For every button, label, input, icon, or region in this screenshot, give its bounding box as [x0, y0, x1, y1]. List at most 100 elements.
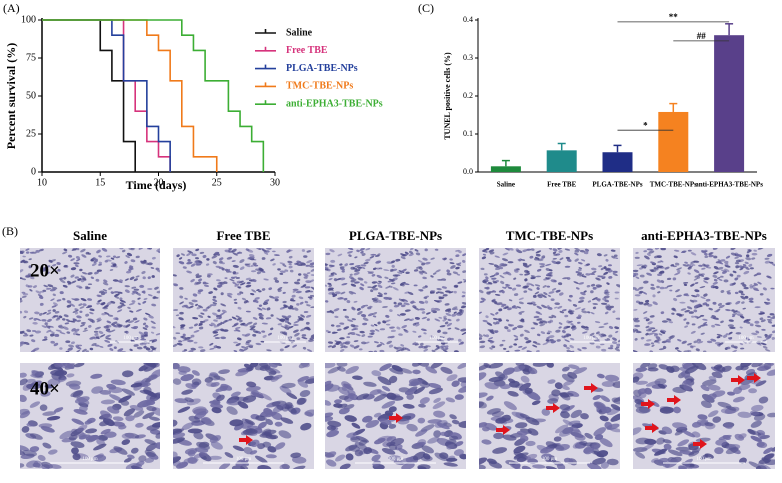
nucleus — [714, 285, 719, 289]
nucleus — [514, 338, 519, 341]
nucleus — [401, 325, 408, 329]
nucleus — [101, 248, 108, 252]
nucleus — [536, 318, 543, 321]
nucleus — [87, 298, 93, 301]
nucleus — [713, 271, 719, 275]
nucleus — [114, 295, 120, 299]
nucleus — [377, 321, 381, 325]
nucleus — [135, 255, 140, 259]
nucleus — [367, 313, 374, 317]
nucleus — [250, 264, 256, 267]
nucleus — [143, 334, 148, 337]
nucleus — [330, 324, 335, 327]
nucleus — [734, 345, 738, 349]
nucleus — [45, 271, 50, 275]
nucleus — [517, 259, 521, 262]
nucleus — [119, 351, 126, 352]
nucleus — [248, 254, 255, 257]
nucleus — [110, 257, 115, 260]
nucleus — [249, 328, 256, 331]
nucleus — [282, 281, 289, 284]
nucleus — [614, 297, 619, 300]
nucleus — [84, 327, 88, 330]
nucleus — [87, 283, 93, 286]
nucleus — [131, 300, 136, 303]
y-tick-label: 0.4 — [463, 15, 473, 24]
nucleus — [288, 265, 293, 269]
column-title: TMC-TBE-NPs — [506, 228, 593, 243]
nucleus — [146, 406, 157, 412]
nucleus — [635, 251, 639, 254]
nucleus — [304, 300, 309, 304]
nucleus — [124, 330, 128, 333]
nucleus — [607, 307, 611, 311]
nucleus — [213, 325, 220, 328]
nucleus — [563, 344, 567, 348]
nucleus — [213, 334, 219, 337]
nucleus — [106, 301, 113, 306]
nucleus — [601, 302, 608, 305]
nucleus — [306, 304, 311, 307]
nucleus — [505, 271, 512, 276]
nucleus — [581, 259, 586, 262]
nucleus — [581, 346, 587, 350]
nucleus — [733, 310, 738, 313]
nucleus — [488, 337, 494, 340]
nucleus — [671, 308, 677, 312]
nucleus — [495, 294, 501, 296]
nucleus — [427, 436, 440, 444]
nucleus — [286, 392, 298, 400]
nucleus — [503, 347, 507, 350]
nucleus — [228, 318, 233, 321]
nucleus — [683, 350, 690, 352]
nucleus — [308, 339, 314, 342]
nucleus — [730, 252, 737, 256]
nucleus — [71, 418, 85, 425]
nucleus — [766, 253, 773, 257]
nucleus — [690, 283, 695, 287]
nucleus — [547, 294, 551, 298]
nucleus — [651, 329, 658, 333]
nucleus — [354, 269, 361, 272]
nucleus — [404, 309, 411, 312]
nucleus — [437, 291, 445, 294]
nucleus — [645, 299, 650, 303]
nucleus — [648, 250, 655, 254]
nucleus — [288, 249, 293, 252]
nucleus — [441, 347, 445, 351]
nucleus — [23, 310, 29, 314]
nucleus — [400, 344, 405, 347]
nucleus — [308, 290, 314, 293]
nucleus — [600, 267, 604, 271]
nucleus — [288, 263, 292, 266]
nucleus — [439, 452, 449, 459]
nucleus — [514, 349, 521, 352]
column-title: Free TBE — [216, 228, 270, 243]
nucleus — [125, 415, 135, 422]
nucleus — [439, 431, 448, 437]
nucleus — [335, 454, 346, 462]
legend-label: PLGA-TBE-NPs — [286, 63, 358, 74]
nucleus — [232, 264, 239, 268]
nucleus — [748, 297, 754, 301]
micrograph: 100 μm — [325, 363, 466, 469]
nucleus — [482, 280, 487, 284]
nucleus — [113, 446, 128, 455]
nucleus — [708, 376, 717, 381]
nucleus — [541, 408, 551, 416]
nucleus — [694, 282, 699, 285]
nucleus — [555, 261, 561, 265]
nucleus — [347, 248, 354, 251]
nucleus — [327, 366, 341, 374]
arrow — [584, 383, 598, 393]
nucleus — [432, 401, 446, 410]
nucleus — [379, 328, 386, 331]
nucleus — [255, 415, 266, 421]
nucleus — [396, 346, 403, 350]
nucleus — [604, 299, 610, 303]
nucleus — [279, 464, 289, 469]
nucleus — [712, 248, 718, 250]
nucleus — [447, 309, 451, 313]
nucleus — [65, 340, 71, 344]
micrograph: 100 μm — [633, 248, 775, 352]
